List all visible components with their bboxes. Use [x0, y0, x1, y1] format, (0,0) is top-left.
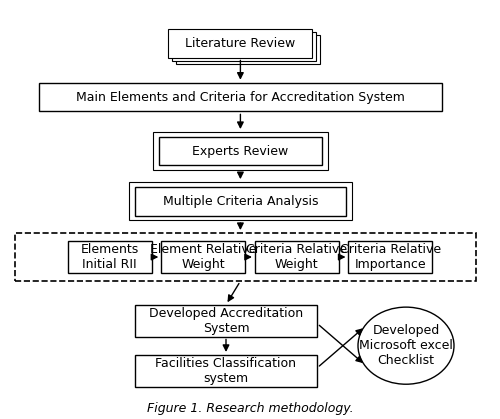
FancyBboxPatch shape: [168, 28, 312, 57]
Text: Criteria Relative
Importance: Criteria Relative Importance: [340, 243, 441, 271]
Text: Multiple Criteria Analysis: Multiple Criteria Analysis: [162, 194, 318, 208]
Text: Facilities Classification
system: Facilities Classification system: [156, 357, 296, 385]
Text: Figure 1. Research methodology.: Figure 1. Research methodology.: [146, 402, 354, 415]
FancyBboxPatch shape: [129, 182, 352, 220]
FancyBboxPatch shape: [135, 355, 317, 387]
Text: Element Relative
Weight: Element Relative Weight: [150, 243, 256, 271]
Ellipse shape: [358, 307, 454, 384]
FancyBboxPatch shape: [68, 241, 152, 274]
Text: Criteria Relative
Weight: Criteria Relative Weight: [246, 243, 348, 271]
FancyBboxPatch shape: [255, 241, 339, 274]
FancyBboxPatch shape: [39, 83, 442, 111]
FancyBboxPatch shape: [135, 305, 317, 336]
Text: Main Elements and Criteria for Accreditation System: Main Elements and Criteria for Accredita…: [76, 91, 405, 103]
FancyBboxPatch shape: [15, 233, 475, 281]
FancyBboxPatch shape: [135, 186, 346, 215]
FancyBboxPatch shape: [153, 132, 328, 170]
FancyBboxPatch shape: [348, 241, 432, 274]
FancyBboxPatch shape: [161, 241, 245, 274]
Text: Literature Review: Literature Review: [186, 36, 296, 49]
FancyBboxPatch shape: [176, 35, 320, 64]
FancyBboxPatch shape: [172, 32, 316, 61]
Text: Experts Review: Experts Review: [192, 145, 288, 158]
FancyBboxPatch shape: [159, 137, 322, 166]
Text: Developed Accreditation
System: Developed Accreditation System: [149, 307, 303, 335]
Text: Developed
Microsoft excel
Checklist: Developed Microsoft excel Checklist: [359, 324, 453, 367]
Text: Elements
Initial RII: Elements Initial RII: [80, 243, 138, 271]
